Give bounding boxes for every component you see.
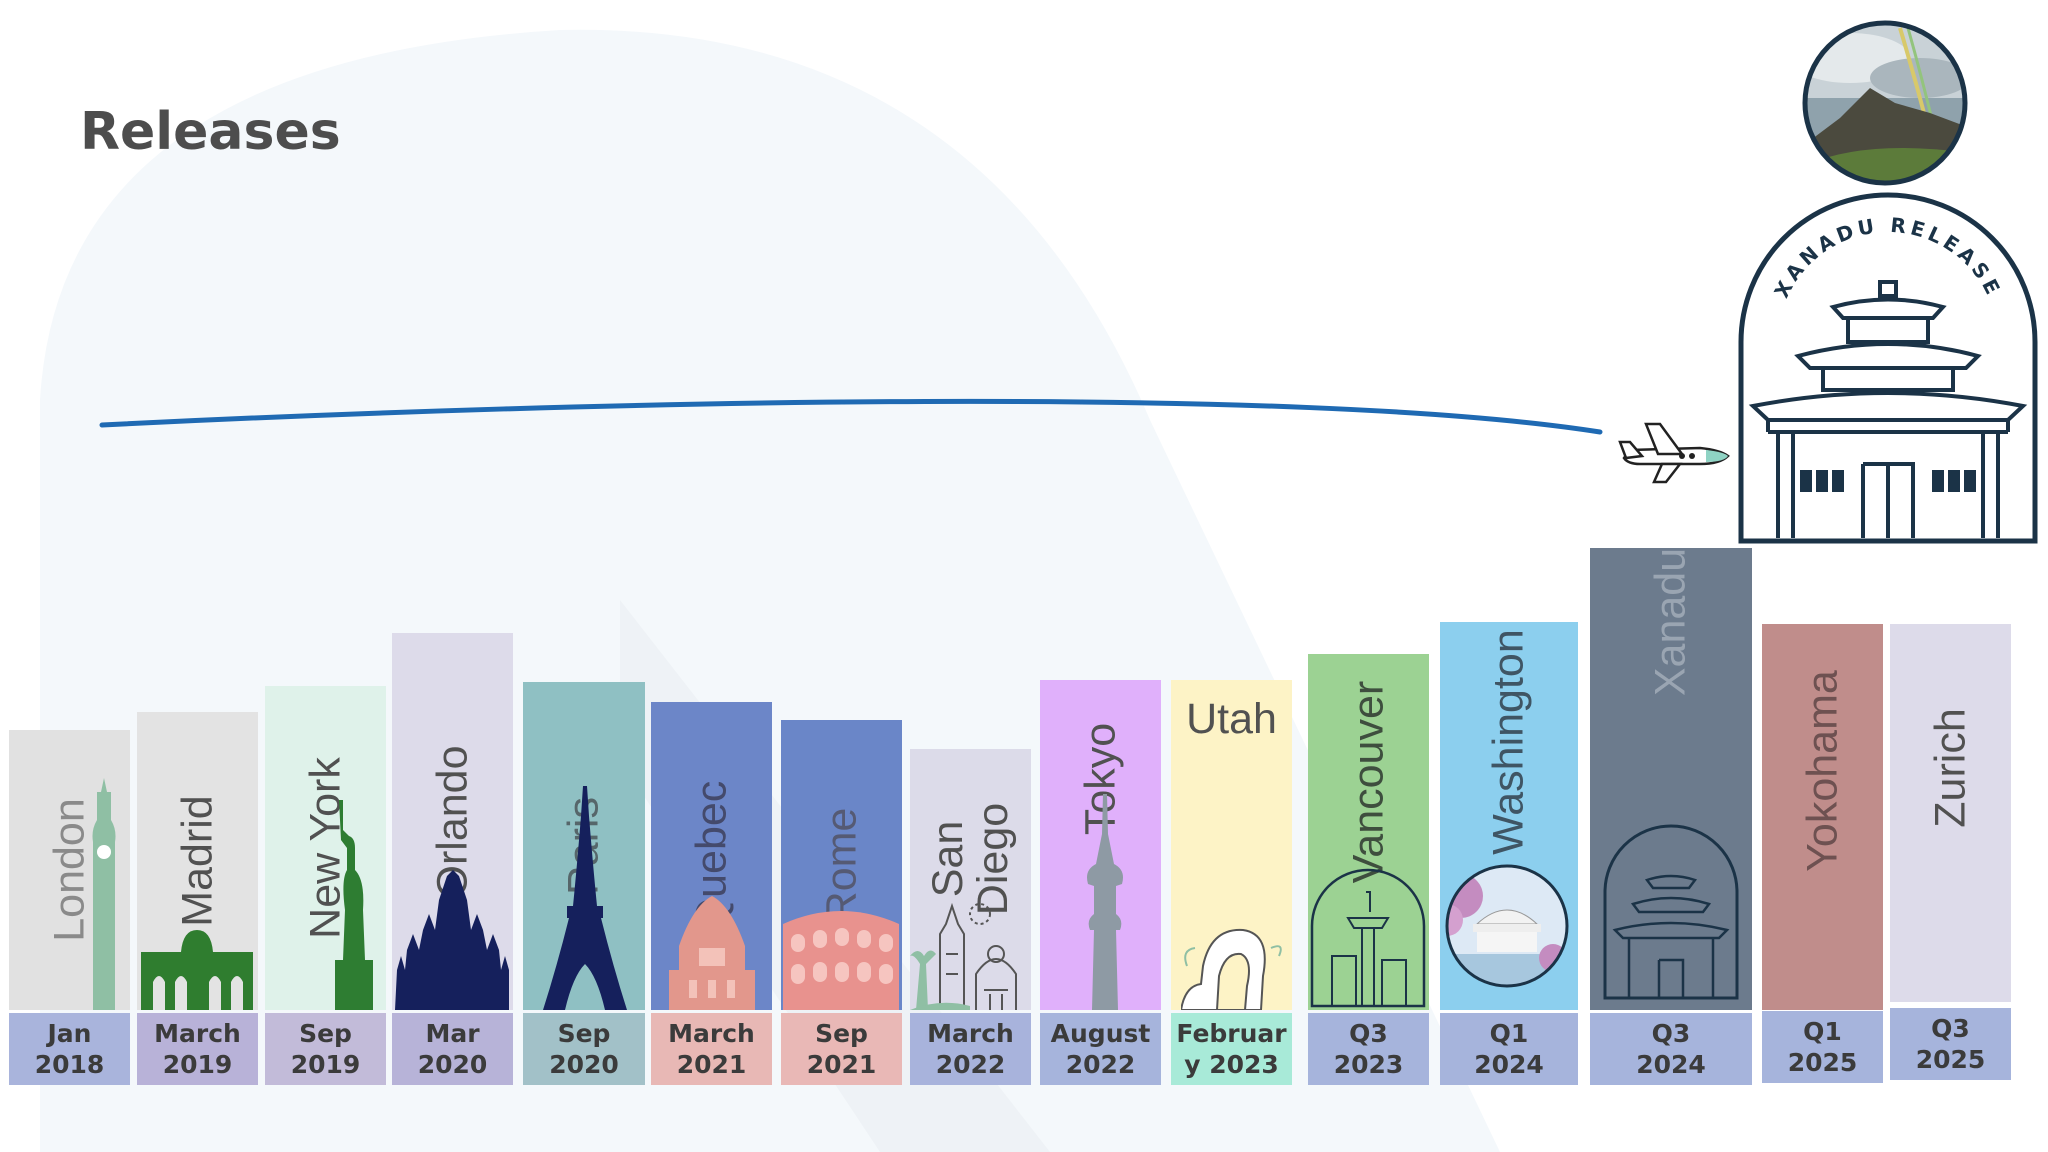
date-box-new-york: Sep 2019 (265, 1013, 386, 1085)
city-label-yokohama: Yokohama (1798, 669, 1846, 872)
release-bar-paris: Paris (523, 682, 645, 1010)
release-bar-utah: Utah (1171, 680, 1292, 1010)
release-bar-vancouver: Vancouver (1308, 654, 1429, 1010)
jefferson-memorial-icon (1445, 864, 1569, 988)
release-bar-washington: Washington (1440, 622, 1578, 1010)
release-bar-xanadu: Xanadu (1590, 548, 1752, 1010)
delicate-arch-icon (1181, 928, 1282, 1010)
city-label-madrid: Madrid (173, 795, 221, 927)
route-line (99, 398, 1603, 435)
date-box-san-diego: March 2022 (910, 1013, 1031, 1085)
madrid-gate-icon (141, 930, 253, 1010)
release-bar-quebec: Quebec (651, 702, 772, 1010)
city-label-vancouver: Vancouver (1344, 680, 1392, 884)
date-box-zurich: Q3 2025 (1890, 1008, 2011, 1080)
quebec-building-icon (669, 896, 755, 1010)
city-label-utah: Utah (1186, 695, 1277, 743)
release-bar-new-york: New York (265, 686, 386, 1010)
big-ben-icon (92, 778, 116, 1010)
tokyo-tower-icon (1087, 794, 1123, 1010)
statue-of-liberty-icon (335, 800, 373, 1010)
date-box-orlando: Mar 2020 (392, 1013, 513, 1085)
city-label-zurich: Zurich (1926, 707, 1974, 828)
eiffel-tower-icon (543, 786, 627, 1010)
san-diego-landmark-icon (910, 902, 1017, 1010)
release-bar-zurich: Zurich (1890, 624, 2011, 1002)
date-box-london: Jan 2018 (9, 1013, 130, 1085)
release-bar-san-diego: San Diego (910, 749, 1031, 1010)
xanadu-landscape-photo (1802, 20, 1968, 186)
date-box-yokohama: Q1 2025 (1762, 1011, 1883, 1083)
xanadu-release-badge: XANADU RELEASE (1738, 192, 2038, 544)
xanadu-release-badge-icon (1603, 824, 1739, 1000)
city-label-xanadu: Xanadu (1646, 547, 1695, 697)
date-box-madrid: March 2019 (137, 1013, 258, 1085)
release-bar-yokohama: Yokohama (1762, 624, 1883, 1010)
airplane-icon (1618, 422, 1730, 484)
date-box-vancouver: Q3 2023 (1308, 1013, 1429, 1085)
release-bar-london: London (9, 730, 130, 1010)
date-box-quebec: March 2021 (651, 1013, 772, 1085)
castle-icon (395, 870, 509, 1010)
release-bar-orlando: Orlando (392, 633, 513, 1010)
release-bar-tokyo: Tokyo (1040, 680, 1161, 1010)
colosseum-icon (783, 911, 899, 1010)
date-box-washington: Q1 2024 (1440, 1013, 1578, 1085)
date-box-xanadu: Q3 2024 (1590, 1013, 1752, 1085)
release-bar-madrid: Madrid (137, 712, 258, 1010)
date-box-paris: Sep 2020 (523, 1013, 645, 1085)
vancouver-release-badge-icon (1310, 868, 1426, 1008)
page-title: Releases (80, 102, 341, 162)
date-box-rome: Sep 2021 (781, 1013, 902, 1085)
date-box-tokyo: August 2022 (1040, 1013, 1161, 1085)
city-label-washington: Washington (1484, 629, 1533, 856)
release-bar-rome: Rome (781, 720, 902, 1010)
date-box-utah: Februar y 2023 (1171, 1013, 1292, 1085)
